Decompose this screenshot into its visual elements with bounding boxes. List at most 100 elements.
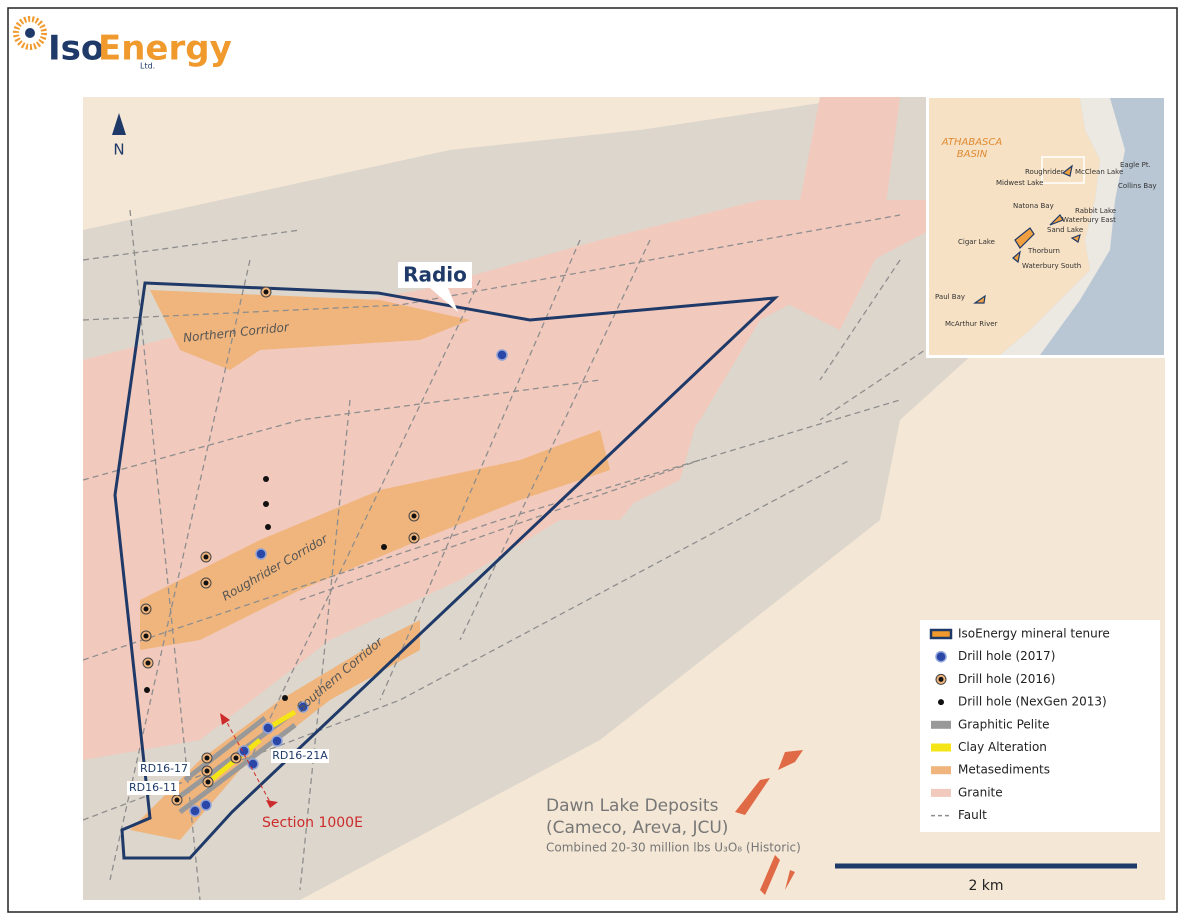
inset-place: McClean Lake [1075, 168, 1123, 176]
drill-hole-2017 [200, 799, 212, 811]
inset-shield [1000, 98, 1125, 355]
drill-hole-2016-core [143, 633, 149, 639]
section-arrows [220, 713, 278, 808]
drill-hole-2016-core [203, 554, 209, 560]
legend-item: Clay Alteration [931, 740, 1047, 754]
metasediments [140, 430, 610, 650]
hole-label: RD16-11 [129, 781, 177, 794]
inset-place: Collins Bay [1118, 182, 1157, 190]
inset-place: Sand Lake [1047, 226, 1083, 234]
label-box [127, 781, 179, 795]
section-label: Section 1000E [262, 815, 363, 831]
legend-swatch [929, 628, 953, 640]
hole-label: RD16-17 [140, 762, 188, 775]
legend-box [920, 620, 1160, 832]
drill-hole-2017 [247, 758, 259, 770]
legend-label: IsoEnergy mineral tenure [958, 627, 1110, 641]
drill-hole-2016-core [263, 289, 269, 295]
legend: IsoEnergy mineral tenure Drill hole (2017… [920, 620, 1160, 832]
legend-label: Drill hole (2017) [958, 649, 1055, 663]
legend-item: Drill hole (NexGen 2013) [938, 695, 1107, 709]
logo: Iso Energy Ltd. [13, 16, 232, 71]
deposit-owners: (Cameco, Areva, JCU) [546, 818, 728, 838]
inset-place: Waterbury East [1062, 216, 1116, 224]
section-line [223, 716, 271, 803]
legend-swatch [931, 766, 951, 775]
legend-label: Fault [958, 808, 987, 822]
legend-label: Granite [958, 785, 1003, 799]
legend-item: Drill hole (2017) [935, 649, 1055, 663]
drill-hole-2016-core [938, 676, 944, 682]
drill-hole-2016-core [203, 580, 209, 586]
legend-label: Metasediments [958, 763, 1050, 777]
callout [398, 262, 472, 312]
drill-hole-2016-core [411, 513, 417, 519]
legend-item: IsoEnergy mineral tenure [929, 627, 1110, 641]
inset-properties [973, 164, 1081, 304]
inset-place: Waterbury South [1022, 262, 1081, 270]
drill-hole-2017 [271, 735, 283, 747]
legend-swatch [931, 788, 951, 797]
inset-region: BASIN [957, 149, 988, 160]
drill-hole-2016-core [205, 779, 211, 785]
inset-place: Thorburn [1027, 247, 1060, 255]
drill-hole-2017 [496, 349, 508, 361]
project-label: Radio [403, 263, 467, 287]
logo-icon [13, 16, 47, 50]
north-label: N [113, 141, 124, 159]
drill-hole-2017 [935, 650, 947, 663]
dawn-lake-deposits [735, 750, 803, 895]
tenure-outline [113, 281, 780, 860]
legend-item: Granite [931, 785, 1003, 799]
legend-item: Drill hole (2016) [935, 672, 1055, 686]
drill-hole-2016-core [143, 606, 149, 612]
drill-hole-nexgen [282, 695, 288, 701]
legend-swatch [931, 720, 951, 729]
inset-place: Paul Bay [935, 293, 965, 301]
legend-item: Graphitic Pelite [931, 717, 1050, 731]
inset-place: Roughrider [1025, 168, 1064, 176]
inset-place: Rabbit Lake [1075, 207, 1116, 215]
drill-hole-2016-core [233, 755, 239, 761]
inset-place: McArthur River [945, 320, 998, 328]
inset-locator [1041, 156, 1085, 184]
drill-holes [140, 286, 508, 817]
drill-hole-nexgen [265, 524, 271, 530]
inset-place: Eagle Pt. [1120, 161, 1151, 169]
drill-hole-nexgen [938, 699, 944, 706]
inset-place: Midwest Lake [996, 179, 1043, 187]
drill-hole-nexgen [381, 544, 387, 550]
legend-label: Graphitic Pelite [958, 717, 1050, 731]
legend-swatch [931, 743, 951, 752]
north-arrow [112, 113, 126, 135]
drill-hole-nexgen [144, 687, 150, 693]
label-box [138, 762, 190, 776]
legend-item: Fault [931, 808, 987, 822]
metasediments [130, 620, 420, 840]
inset-map: ATHABASCA BASIN Roughrider Midwest Lake … [926, 95, 1166, 358]
logo-text: Iso [48, 29, 104, 69]
hole-label: RD16-21A [272, 749, 328, 762]
drill-hole-nexgen [263, 476, 269, 482]
deposit-resource: Combined 20-30 million lbs U₃O₈ (Histori… [546, 841, 801, 855]
legend-label: Drill hole (2016) [958, 672, 1055, 686]
map: Radio Northern Corridor Roughrider Corri… [83, 97, 1165, 900]
drill-hole-2016-core [145, 660, 151, 666]
granite [780, 97, 900, 330]
drill-hole-2017 [297, 701, 309, 713]
inset-region: ATHABASCA [941, 137, 1003, 148]
drill-hole-2017 [262, 722, 274, 734]
drill-hole-nexgen [263, 501, 269, 507]
logo-sub: Ltd. [140, 62, 155, 71]
drill-hole-2016-core [204, 755, 210, 761]
legend-label: Clay Alteration [958, 740, 1047, 754]
logo-icon [25, 28, 35, 38]
inset-basin [929, 98, 1100, 355]
logo-text: Energy [98, 29, 232, 69]
legend-item: Metasediments [931, 763, 1050, 777]
legend-label: Drill hole (NexGen 2013) [958, 695, 1107, 709]
drill-hole-2016-core [174, 797, 180, 803]
drill-hole-2016-core [204, 768, 210, 774]
label-box [271, 749, 329, 763]
